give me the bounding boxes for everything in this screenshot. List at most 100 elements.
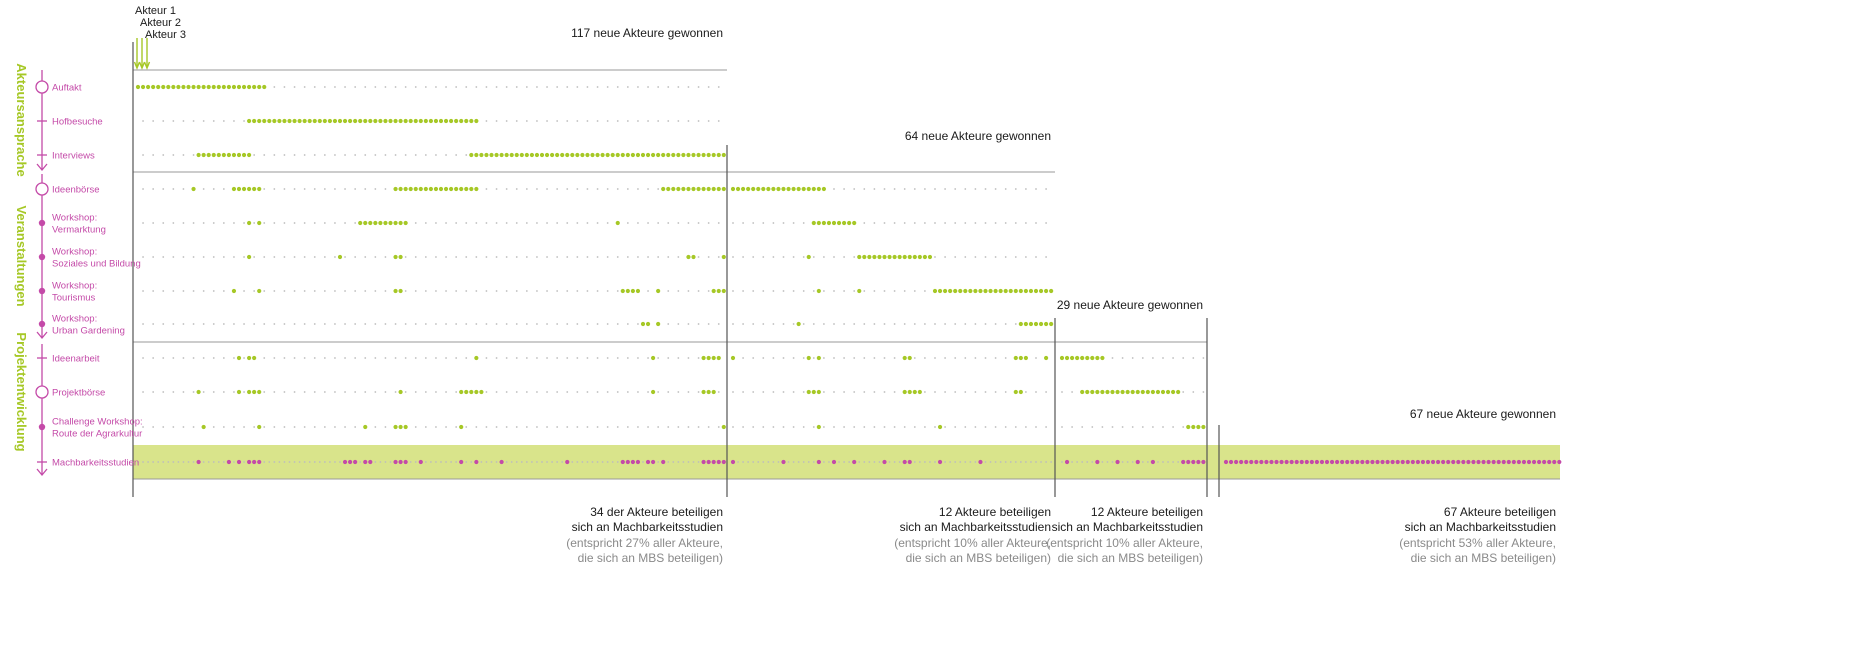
actor-dot-empty	[581, 461, 584, 463]
actor-dot-empty	[334, 188, 336, 190]
actor-dot-empty	[485, 426, 488, 428]
actor-dot-empty	[903, 222, 906, 224]
actor-dot-empty	[687, 120, 690, 122]
actor-dot-participating	[953, 288, 958, 294]
actor-dot-empty	[556, 461, 559, 463]
actor-dot-participating	[247, 459, 252, 465]
actor-dot-empty	[394, 391, 397, 393]
actor-dot-empty	[1025, 188, 1027, 190]
actor-dot-participating	[907, 355, 912, 361]
row-ws-vermarktung	[142, 220, 1047, 226]
axis-dot-marker	[38, 320, 46, 328]
actor-dot-empty	[566, 188, 569, 190]
group-footer-line1: 34 der Akteure beteiligen	[590, 505, 723, 519]
phase-label: Projektentwicklung	[14, 332, 29, 451]
actor-dot-empty	[485, 323, 488, 325]
actor-dot-participating	[428, 186, 433, 192]
actor-dot-empty	[253, 154, 256, 156]
actor-dot-participating	[656, 152, 661, 158]
actor-dot-participating	[1531, 459, 1537, 465]
actor-dot-empty	[182, 290, 185, 292]
actor-dot-empty	[475, 256, 478, 258]
actor-dot-participating	[666, 186, 671, 192]
actor-dot-empty	[1045, 461, 1047, 463]
row-label-interviews: Interviews	[52, 151, 95, 162]
actor-dot-empty	[717, 323, 720, 325]
actor-dot-empty	[303, 256, 306, 258]
actor-dot-empty	[202, 357, 205, 359]
actor-dot-participating	[191, 84, 196, 90]
actor-dot-participating	[464, 186, 469, 192]
actor-dot-empty	[475, 86, 478, 88]
actor-dot-participating	[241, 152, 247, 158]
actor-dot-empty	[344, 256, 346, 258]
actor-dot-participating	[241, 84, 247, 90]
actor-dot-empty	[192, 426, 195, 428]
actor-dot-empty	[924, 357, 926, 359]
actor-dot-empty	[742, 461, 744, 463]
actor-dot-empty	[515, 391, 518, 393]
actor-dot-participating	[691, 186, 696, 192]
actor-dot-empty	[1014, 222, 1017, 224]
actor-dot-participating	[1355, 459, 1360, 465]
actor-dot-empty	[243, 391, 245, 393]
actor-dot-empty	[782, 426, 785, 428]
actor-dot-participating	[499, 152, 504, 158]
actor-dot-empty	[293, 188, 296, 190]
actor-dot-participating	[1521, 459, 1527, 465]
actor-dot-participating	[651, 355, 656, 361]
actor-dot-empty	[677, 120, 680, 122]
actor-dot-empty	[1045, 391, 1047, 393]
actor-dot-empty	[772, 290, 775, 292]
actor-dot-participating	[580, 152, 585, 158]
actor-dot-participating	[630, 288, 636, 294]
actor-dot-empty	[913, 426, 916, 428]
actor-dot-participating	[1324, 459, 1330, 465]
actor-dot-participating	[640, 321, 646, 327]
actor-dot-empty	[853, 357, 856, 359]
actor-dot-participating	[459, 424, 464, 430]
actor-dot-empty	[455, 86, 458, 88]
phase-axis-arrow	[36, 163, 48, 172]
actor-dot-empty	[273, 188, 276, 190]
actor-dot-empty	[843, 188, 845, 190]
actor-dot-participating	[666, 152, 671, 158]
actor-dot-empty	[212, 188, 215, 190]
row-layer	[135, 84, 1562, 465]
actor-dot-empty	[1004, 426, 1007, 428]
actor-dot-participating	[166, 84, 171, 90]
actor-dot-participating	[781, 459, 786, 465]
actor-dot-empty	[445, 86, 447, 88]
actor-dot-empty	[308, 461, 311, 463]
actor-dot-participating	[711, 355, 716, 361]
actor-dot-participating	[1064, 355, 1070, 361]
actor-dot-empty	[546, 256, 548, 258]
actor-dot-empty	[1025, 426, 1027, 428]
actor-dot-participating	[887, 254, 892, 260]
row-label-challenge: Challenge Workshop:	[52, 417, 143, 428]
actor-dot-participating	[686, 186, 691, 192]
actor-dot-participating	[1430, 459, 1436, 465]
actor-dot-participating	[801, 186, 806, 192]
actor-dot-participating	[590, 152, 595, 158]
actor-dot-empty	[596, 391, 599, 393]
actor-dot-empty	[273, 461, 276, 463]
actor-dot-empty	[222, 256, 225, 258]
actor-dot-empty	[792, 461, 795, 463]
actor-dot-participating	[469, 186, 474, 192]
actor-dot-participating	[449, 186, 454, 192]
actor-dot-empty	[344, 357, 346, 359]
actor-dot-empty	[868, 461, 871, 463]
actor-dot-empty	[475, 426, 478, 428]
actor-dot-participating	[656, 321, 661, 327]
actor-dot-participating	[206, 152, 211, 158]
actor-dot-empty	[964, 222, 967, 224]
actor-dot-participating	[257, 220, 262, 226]
actor-dot-empty	[192, 290, 195, 292]
actor-dot-empty	[293, 426, 296, 428]
actor-dot-empty	[954, 426, 957, 428]
actor-dot-participating	[267, 118, 272, 124]
actor-dot-empty	[455, 357, 458, 359]
actor-dot-empty	[182, 323, 185, 325]
actor-dot-empty	[677, 256, 680, 258]
